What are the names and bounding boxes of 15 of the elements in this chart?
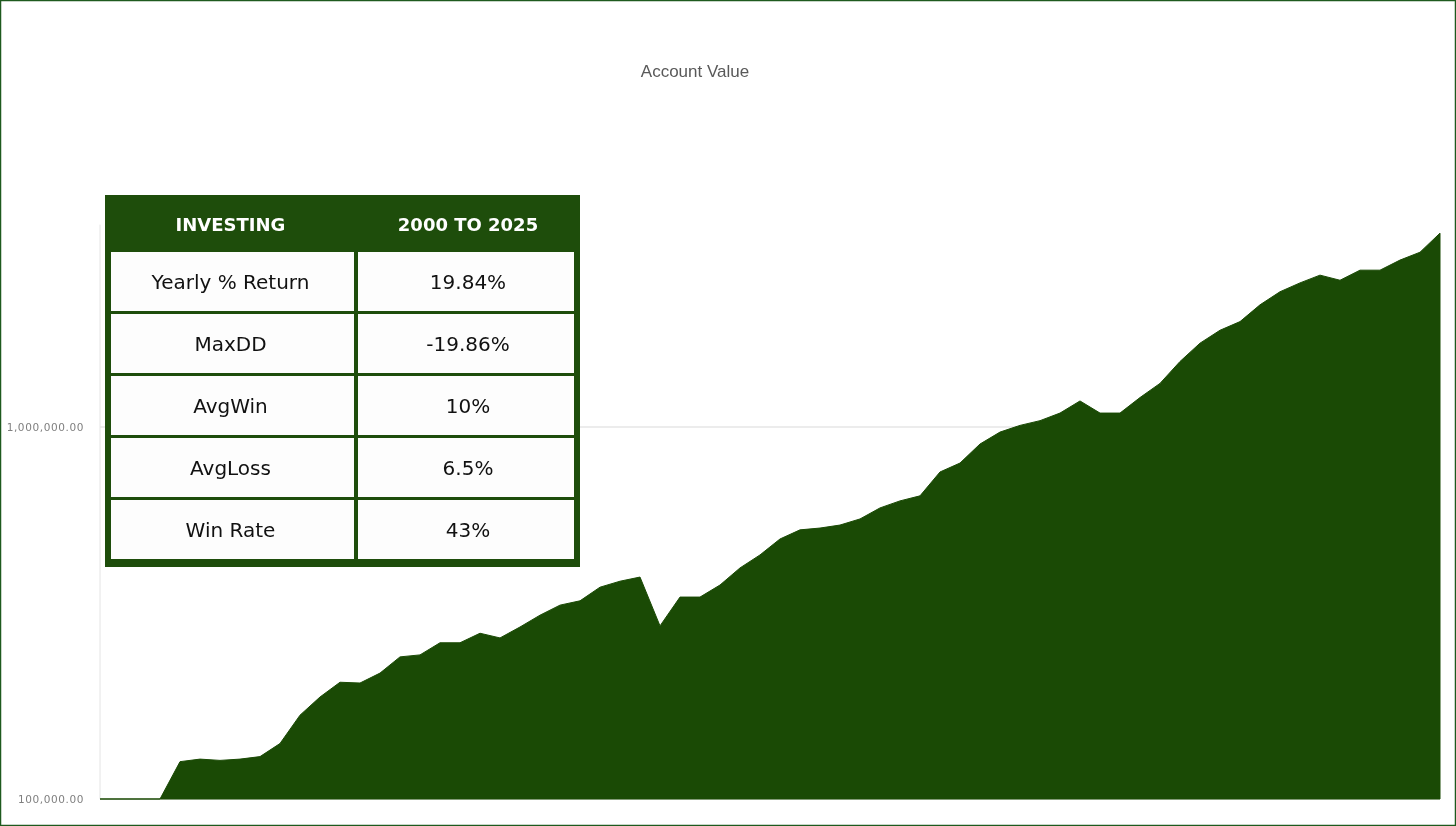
text: INVESTING [175, 214, 286, 236]
chart-title: Account Value [640, 62, 750, 81]
annotation: Yearly % Return [150, 270, 310, 294]
annotation: AvgWin [193, 394, 268, 418]
annotation: MaxDD [194, 332, 267, 356]
annotation: 43% [445, 518, 491, 542]
annotation: 6.5% [442, 456, 494, 480]
y-tick-label: 1,000,000.00 [6, 420, 84, 433]
y-tick-label: 100,000.00 [17, 792, 84, 805]
annotation: Win Rate [185, 518, 276, 542]
text: 2000 TO 2025 [397, 214, 539, 236]
annotation: -19.86% [426, 332, 510, 356]
annotation: AvgLoss [190, 456, 271, 480]
annotation: 19.84% [429, 270, 507, 294]
annotation: 10% [445, 394, 491, 418]
